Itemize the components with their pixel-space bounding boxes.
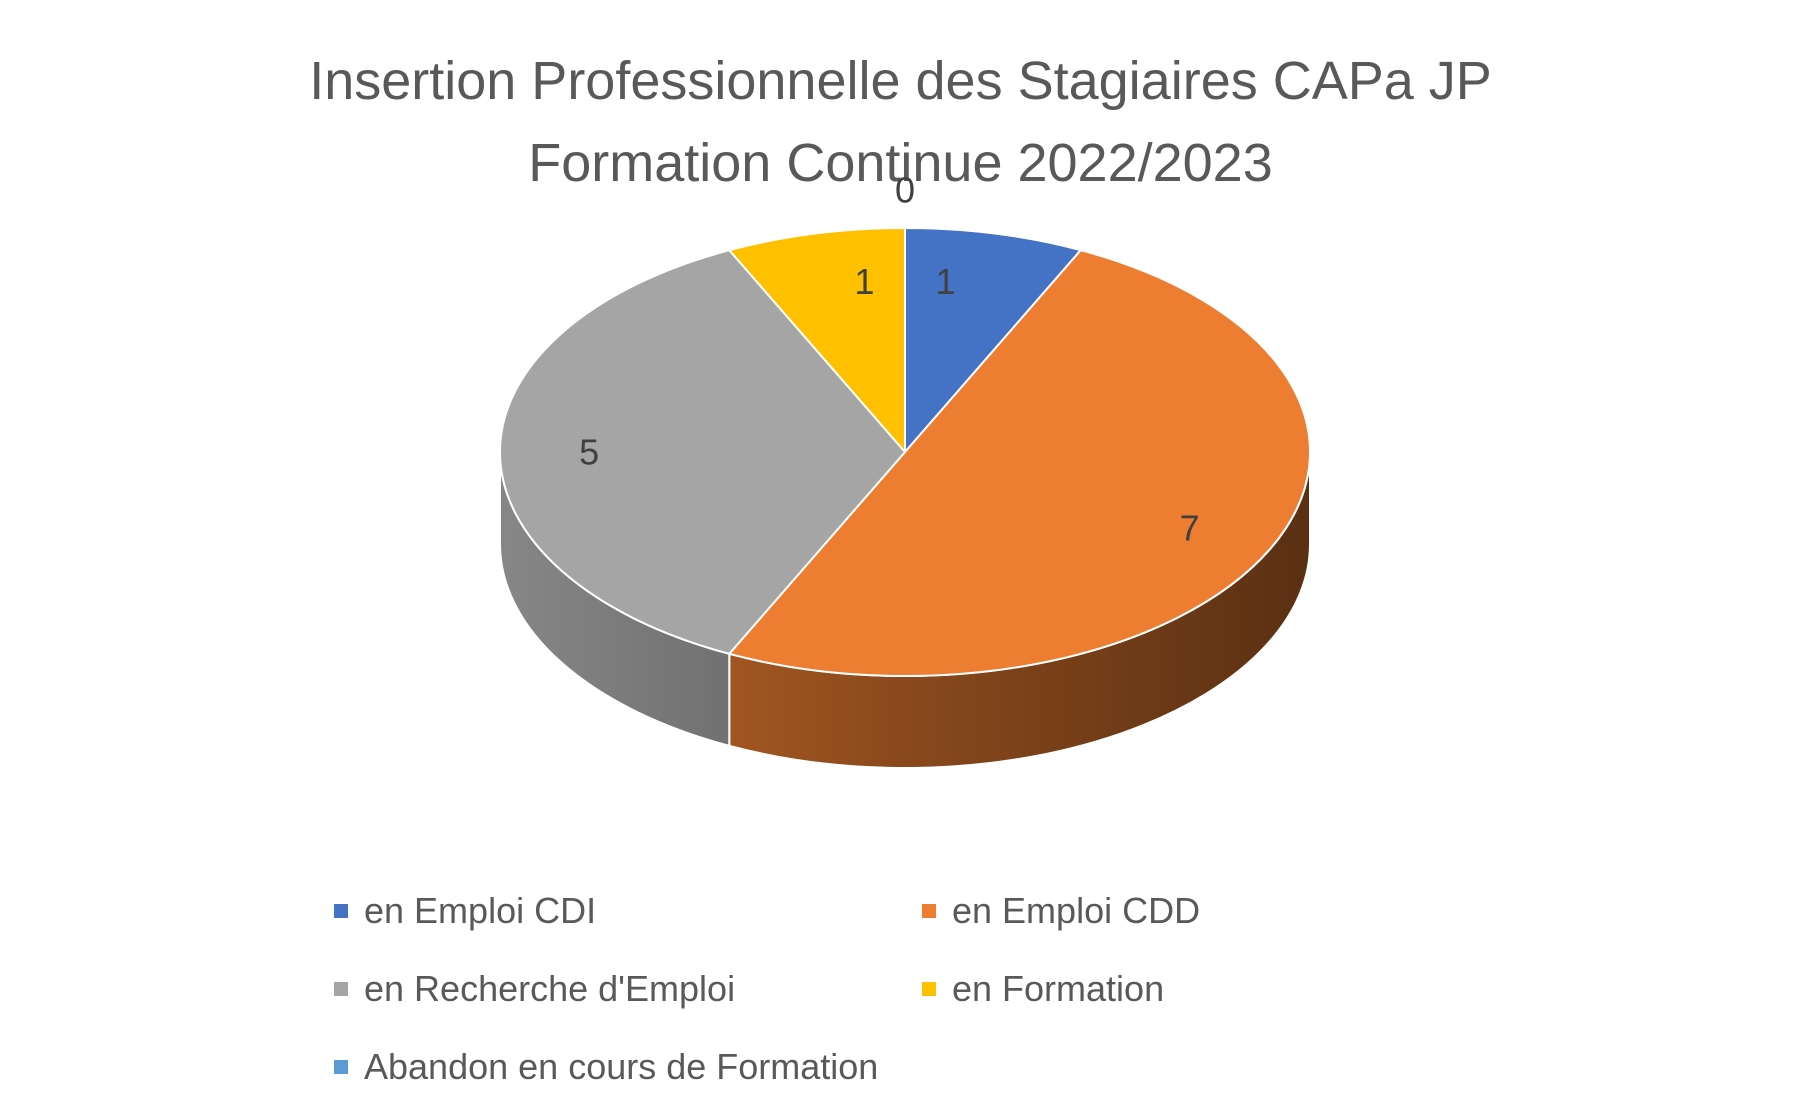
legend-label: en Recherche d'Emploi	[364, 968, 736, 1009]
pie-data-label-0: 1	[936, 261, 956, 302]
pie-slice-1	[728, 249, 1311, 677]
legend-label: en Formation	[952, 968, 1165, 1009]
pie-tops	[499, 227, 1311, 677]
legend-item-3: en Formation	[922, 958, 1510, 1020]
legend-swatch	[922, 982, 936, 996]
legend-label: Abandon en cours de Formation	[364, 1046, 879, 1087]
pie-data-label-4: 0	[895, 170, 915, 211]
chart-title: Insertion Professionnelle des Stagiaires…	[0, 40, 1801, 204]
legend: en Emploi CDI en Emploi CDD en Recherche d…	[334, 880, 1634, 1098]
pie-slice-0	[904, 227, 1082, 453]
pie-slice-3	[728, 227, 906, 453]
legend-item-1: en Emploi CDD	[922, 880, 1510, 942]
legend-item-0: en Emploi CDI	[334, 880, 922, 942]
chart-title-line-2: Formation Continue 2022/2023	[528, 133, 1273, 193]
pie-data-labels: 1 7 5 1 0	[579, 170, 1200, 549]
legend-swatch	[334, 1060, 348, 1074]
legend-label: en Emploi CDI	[364, 890, 597, 931]
legend-swatch	[922, 904, 936, 918]
pie-data-label-1: 7	[1180, 507, 1200, 548]
pie-data-label-2: 5	[579, 432, 599, 473]
legend-swatch	[334, 982, 348, 996]
pie-data-label-3: 1	[854, 261, 874, 302]
legend-label: en Emploi CDD	[952, 890, 1201, 931]
chart-title-line-1: Insertion Professionnelle des Stagiaires…	[309, 51, 1492, 111]
legend-item-2: en Recherche d'Emploi	[334, 958, 922, 1020]
legend-item-4: Abandon en cours de Formation	[334, 1036, 922, 1098]
legend-swatch	[334, 904, 348, 918]
pie-slice-2	[499, 249, 906, 655]
